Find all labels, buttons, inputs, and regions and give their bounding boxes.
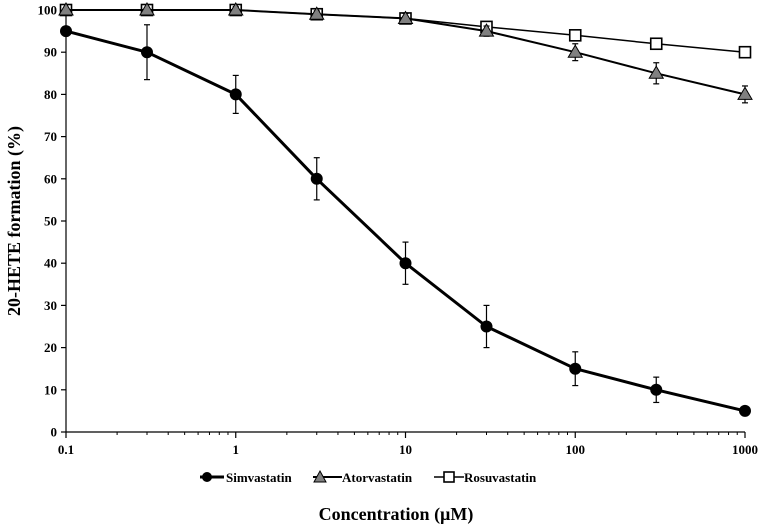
- y-axis-title: 20-HETE formation (%): [4, 126, 25, 316]
- data-point-atorvastatin: [58, 2, 74, 16]
- y-tick-label: 60: [44, 171, 57, 186]
- x-tick-label: 10: [399, 442, 412, 457]
- legend-marker-rosuvastatin: [443, 471, 455, 483]
- y-tick-label: 50: [44, 214, 57, 229]
- data-point-atorvastatin: [648, 65, 665, 79]
- data-point-atorvastatin: [737, 86, 753, 100]
- data-point-atorvastatin: [308, 6, 325, 20]
- data-point-simvastatin: [739, 404, 751, 417]
- series-line-simvastatin: [65, 29, 746, 413]
- legend-item-rosuvastatin: Rosuvastatin: [434, 470, 537, 485]
- x-tick-label: 0.1: [58, 442, 74, 457]
- legend-marker-atorvastatin: [313, 469, 327, 483]
- data-point-simvastatin: [140, 46, 153, 59]
- y-tick-label: 100: [38, 3, 58, 18]
- x-tick-label: 100: [566, 442, 586, 457]
- data-point-atorvastatin: [478, 23, 495, 37]
- y-ticks: 0 10 20 30 40 50 60 70 80 90 100: [38, 3, 66, 440]
- data-point-atorvastatin: [397, 10, 414, 24]
- y-tick-label: 40: [44, 256, 57, 271]
- x-axis-title: Concentration (µM): [319, 504, 474, 525]
- data-point-simvastatin: [480, 320, 493, 333]
- data-point-simvastatin: [650, 383, 663, 396]
- y-tick-label: 30: [44, 298, 57, 313]
- data-point-simvastatin: [229, 88, 242, 101]
- legend-label-simvastatin: Simvastatin: [226, 470, 293, 485]
- legend-item-atorvastatin: Atorvastatin: [313, 469, 413, 485]
- y-tick-label: 20: [44, 340, 57, 355]
- data-point-atorvastatin: [227, 2, 244, 16]
- x-ticks: 0.1 1 10 100 1000: [58, 432, 758, 457]
- legend-item-simvastatin: Simvastatin: [200, 470, 293, 485]
- series-simvastatin: [60, 24, 751, 417]
- data-point-atorvastatin: [567, 44, 584, 58]
- data-point-simvastatin: [60, 25, 72, 38]
- y-tick-label: 0: [51, 425, 58, 440]
- series-layer: [58, 2, 753, 417]
- legend-marker-simvastatin: [202, 472, 212, 482]
- x-tick-label: 1: [233, 442, 240, 457]
- y-tick-label: 90: [44, 45, 57, 60]
- data-point-simvastatin: [569, 362, 582, 375]
- data-point-simvastatin: [399, 257, 412, 270]
- data-point-rosuvastatin: [738, 45, 752, 59]
- series-atorvastatin: [58, 2, 753, 104]
- x-tick-label: 1000: [732, 442, 758, 457]
- data-point-atorvastatin: [139, 2, 155, 16]
- y-tick-label: 10: [44, 382, 57, 397]
- axes: [65, 10, 745, 433]
- y-tick-label: 70: [44, 129, 57, 144]
- legend-label-atorvastatin: Atorvastatin: [342, 470, 413, 485]
- legend: Simvastatin Atorvastatin Rosuvastatin: [200, 469, 537, 485]
- data-point-rosuvastatin: [649, 37, 663, 51]
- y-tick-label: 80: [44, 87, 57, 102]
- data-point-rosuvastatin: [568, 29, 582, 42]
- data-point-simvastatin: [310, 172, 323, 185]
- legend-label-rosuvastatin: Rosuvastatin: [464, 470, 537, 485]
